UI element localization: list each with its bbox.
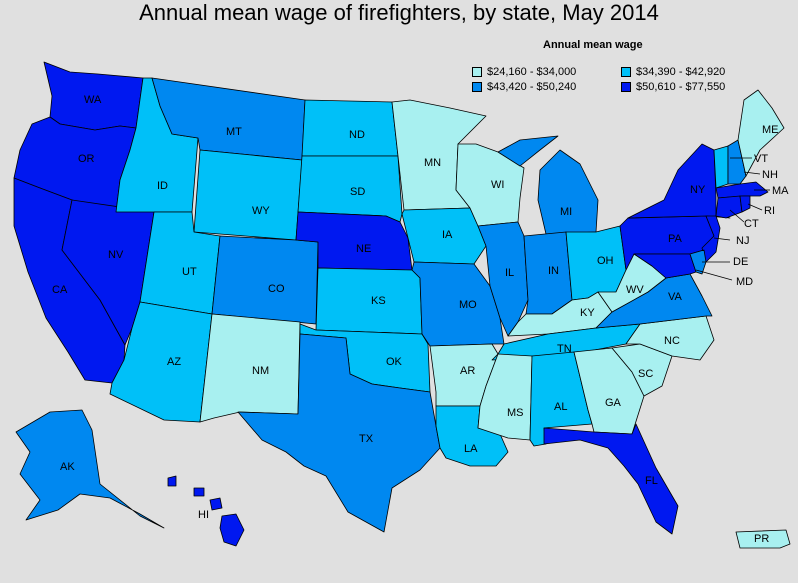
state-label-AL: AL bbox=[554, 401, 567, 413]
state-label-AZ: AZ bbox=[167, 356, 181, 368]
state-label-MT: MT bbox=[226, 126, 242, 138]
state-label-IL: IL bbox=[505, 267, 514, 279]
state-ND bbox=[301, 99, 399, 157]
state-label-MS: MS bbox=[507, 407, 524, 419]
state-DE bbox=[689, 249, 707, 275]
legend-swatch-4 bbox=[621, 82, 631, 92]
state-HI bbox=[167, 475, 245, 547]
state-label-ME: ME bbox=[762, 124, 779, 136]
state-label-NY: NY bbox=[690, 184, 706, 196]
state-label-MA: MA bbox=[772, 185, 789, 197]
state-label-NV: NV bbox=[108, 249, 124, 261]
state-label-DE: DE bbox=[733, 256, 748, 268]
state-label-PR: PR bbox=[754, 533, 769, 545]
state-label-WI: WI bbox=[491, 179, 504, 191]
leader-RI bbox=[747, 203, 763, 211]
state-label-GA: GA bbox=[605, 397, 622, 409]
legend-item-2: $34,390 - $42,920 bbox=[621, 66, 725, 78]
state-AK bbox=[15, 409, 165, 529]
state-label-ID: ID bbox=[157, 180, 168, 192]
state-label-SC: SC bbox=[638, 368, 653, 380]
legend-label-4: $50,610 - $77,550 bbox=[636, 81, 726, 93]
state-label-ND: ND bbox=[349, 129, 365, 141]
state-label-VT: VT bbox=[754, 153, 768, 165]
state-label-TX: TX bbox=[359, 433, 374, 445]
leader-NH bbox=[743, 171, 761, 175]
state-MI bbox=[497, 135, 599, 235]
state-NH bbox=[727, 139, 747, 185]
state-FL bbox=[543, 423, 679, 535]
state-label-NE: NE bbox=[356, 243, 371, 255]
state-label-UT: UT bbox=[182, 266, 197, 278]
state-PR bbox=[735, 529, 791, 549]
state-label-NH: NH bbox=[762, 169, 778, 181]
legend-swatch-2 bbox=[621, 67, 631, 77]
state-label-WY: WY bbox=[252, 205, 270, 217]
state-TX bbox=[237, 333, 441, 533]
state-WY bbox=[193, 149, 303, 241]
state-label-AK: AK bbox=[60, 461, 75, 473]
state-label-VA: VA bbox=[668, 291, 683, 303]
state-label-OK: OK bbox=[386, 356, 403, 368]
state-label-IA: IA bbox=[442, 229, 453, 241]
map-title: Annual mean wage of firefighters, by sta… bbox=[139, 0, 659, 25]
state-label-MN: MN bbox=[424, 157, 441, 169]
state-label-MD: MD bbox=[736, 276, 753, 288]
legend-label-3: $43,420 - $50,240 bbox=[487, 81, 577, 93]
state-label-MI: MI bbox=[560, 206, 572, 218]
legend-label-1: $24,160 - $34,000 bbox=[487, 66, 577, 78]
state-label-KY: KY bbox=[580, 307, 595, 319]
state-label-WA: WA bbox=[84, 94, 102, 106]
state-label-WV: WV bbox=[626, 284, 644, 296]
state-label-NC: NC bbox=[664, 335, 680, 347]
legend-title: Annual mean wage bbox=[543, 39, 643, 51]
state-label-IN: IN bbox=[548, 265, 559, 277]
state-MS bbox=[477, 353, 533, 441]
leader-MD bbox=[695, 269, 733, 281]
state-label-OH: OH bbox=[597, 255, 614, 267]
state-label-SD: SD bbox=[350, 186, 365, 198]
legend-item-1: $24,160 - $34,000 bbox=[472, 66, 576, 78]
state-WI bbox=[455, 143, 525, 227]
state-RI bbox=[739, 195, 751, 213]
state-KS bbox=[315, 267, 423, 335]
state-label-OR: OR bbox=[78, 153, 95, 165]
state-VT bbox=[713, 145, 729, 189]
state-label-CO: CO bbox=[268, 283, 285, 295]
state-label-MO: MO bbox=[459, 299, 477, 311]
state-CT bbox=[715, 195, 743, 219]
leader-NJ bbox=[713, 237, 731, 241]
state-NM bbox=[199, 313, 301, 423]
legend-item-3: $43,420 - $50,240 bbox=[472, 81, 576, 93]
state-label-HI: HI bbox=[198, 509, 209, 521]
state-label-TN: TN bbox=[557, 343, 572, 355]
state-CO bbox=[211, 235, 319, 325]
state-label-NJ: NJ bbox=[736, 235, 749, 247]
state-label-NM: NM bbox=[252, 365, 269, 377]
state-NJ bbox=[701, 215, 721, 263]
legend-item-4: $50,610 - $77,550 bbox=[621, 81, 725, 93]
state-ME bbox=[737, 89, 785, 177]
state-label-LA: LA bbox=[464, 443, 478, 455]
state-label-CT: CT bbox=[744, 218, 759, 230]
state-label-PA: PA bbox=[668, 233, 683, 245]
state-label-CA: CA bbox=[52, 284, 68, 296]
state-label-FL: FL bbox=[645, 475, 658, 487]
legend-swatch-1 bbox=[472, 67, 482, 77]
state-label-RI: RI bbox=[764, 205, 775, 217]
state-label-AR: AR bbox=[460, 365, 475, 377]
legend-swatch-3 bbox=[472, 82, 482, 92]
state-label-KS: KS bbox=[371, 295, 386, 307]
leader-CT bbox=[729, 209, 745, 223]
legend-label-2: $34,390 - $42,920 bbox=[636, 66, 726, 78]
